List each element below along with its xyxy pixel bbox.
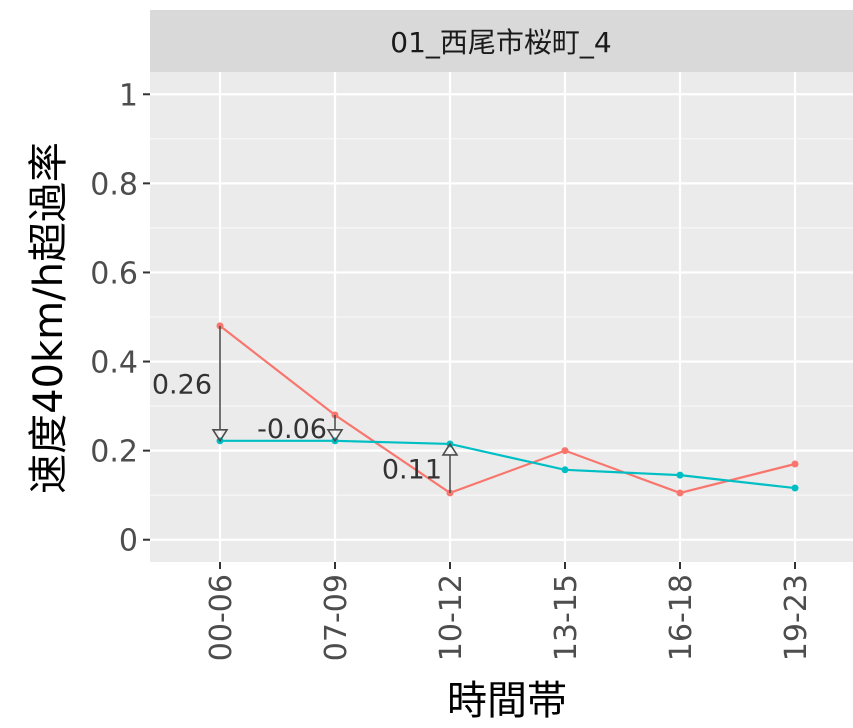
series-1-point	[676, 489, 684, 497]
x-tick-label: 13-15	[549, 574, 584, 661]
x-axis: 00-06 07-09 10-12 13-15 16-18 19-23	[204, 562, 814, 661]
annotation-label: -0.06	[257, 414, 327, 445]
annotation-arrow-head	[326, 429, 344, 443]
y-tick-label: 0	[119, 524, 138, 559]
x-tick-label: 07-09	[319, 574, 354, 661]
y-axis-title: 速度40km/h超過率	[26, 142, 72, 494]
annotation-arrow-head	[441, 442, 459, 456]
series-line-1	[219, 325, 796, 495]
y-tick-label: 0.4	[90, 346, 138, 381]
series-2-point	[791, 484, 799, 492]
x-tick-label: 16-18	[664, 574, 699, 661]
y-axis: 0 0.2 0.4 0.6 0.8 1	[90, 78, 150, 559]
series-line-2	[220, 439, 796, 490]
y-tick-label: 0.6	[90, 256, 138, 291]
series-2-point	[676, 471, 684, 479]
series-1-point	[791, 460, 799, 468]
x-tick-label: 00-06	[204, 574, 239, 661]
series-1-point	[561, 447, 569, 455]
y-tick-label: 0.2	[90, 435, 138, 470]
annotation-label: 0.11	[382, 454, 442, 485]
x-tick-label: 19-23	[779, 574, 814, 661]
series-2-point	[561, 466, 569, 474]
facet-title: 01_西尾市桜町_4	[390, 26, 611, 59]
facet-strip	[150, 10, 853, 72]
y-tick-label: 1	[119, 78, 138, 113]
annotation-label: 0.26	[152, 369, 212, 400]
grid-minor	[150, 138, 853, 496]
y-tick-label: 0.8	[90, 167, 138, 202]
x-axis-title: 時間帯	[447, 678, 567, 724]
annotation-layer: 0.26 -0.06 0.11	[152, 325, 459, 493]
grid-major	[150, 72, 853, 562]
x-tick-label: 10-12	[434, 574, 469, 661]
annotation-arrow-head	[211, 429, 229, 443]
